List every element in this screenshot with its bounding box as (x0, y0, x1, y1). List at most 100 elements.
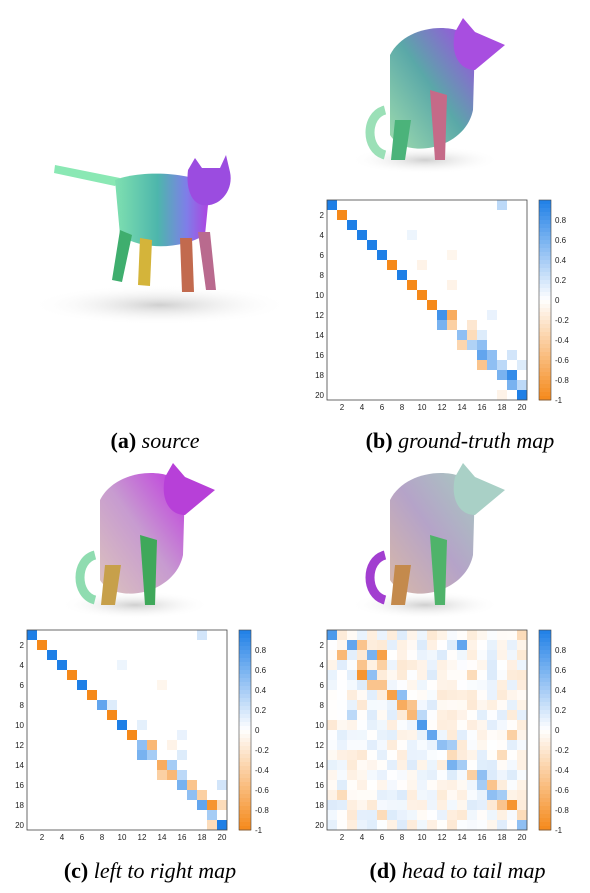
heatmap-noise-cell (357, 710, 367, 720)
colorbar-segment (539, 204, 551, 209)
heatmap-cell (497, 200, 507, 210)
colorbar-segment (539, 670, 551, 675)
heatmap-noise-cell (427, 820, 437, 830)
x-tick-label: 10 (418, 403, 427, 412)
heatmap-cell (457, 640, 467, 650)
heatmap-noise-cell (427, 690, 437, 700)
heatmap-noise-cell (377, 720, 387, 730)
heatmap-noise-cell (507, 670, 517, 680)
heatmap-noise-cell (517, 690, 527, 700)
heatmap-noise-cell (427, 740, 437, 750)
colorbar-segment (539, 284, 551, 289)
y-tick-label: 10 (315, 721, 324, 730)
heatmap-noise-cell (477, 800, 487, 810)
colorbar-segment (239, 674, 251, 679)
heatmap-noise-cell (377, 690, 387, 700)
colorbar-tick-label: -0.4 (555, 766, 569, 775)
heatmap-cell (187, 790, 197, 800)
colorbar-tick-label: -0.8 (555, 376, 569, 385)
heatmap-noise-cell (397, 630, 407, 640)
heatmap-noise-cell (337, 640, 347, 650)
colorbar-segment (539, 678, 551, 683)
heatmap-noise-cell (377, 700, 387, 710)
colorbar-segment (239, 718, 251, 723)
heatmap-cell (347, 710, 357, 720)
heatmap-noise-cell (377, 780, 387, 790)
colorbar-segment (539, 666, 551, 671)
colorbar-tick-label: -0.2 (255, 746, 269, 755)
heatmap-noise-cell (457, 690, 467, 700)
colorbar-segment (539, 364, 551, 369)
head-to-tail-heatmap: 2 4 6 8 10 12 14 16 18 20 2 4 6 8 10 12 14 16 18 20 0.8 0.6 0.… (315, 629, 569, 842)
heatmap-noise-cell (467, 640, 477, 650)
heatmap-cell (127, 730, 137, 740)
heatmap-cell (217, 800, 227, 810)
colorbar-tick-label: -1 (555, 826, 563, 835)
heatmap-cell (477, 330, 487, 340)
heatmap-noise-cell (437, 810, 447, 820)
heatmap-noise-cell (357, 690, 367, 700)
heatmap-cell (487, 360, 497, 370)
heatmap-noise-cell (507, 740, 517, 750)
colorbar-tick-label: -0.6 (555, 786, 569, 795)
y-tick-label: 2 (320, 641, 325, 650)
heatmap-noise-cell (357, 740, 367, 750)
heatmap-noise-cell (437, 680, 447, 690)
x-tick-label: 4 (360, 833, 365, 842)
heatmap-noise-cell (437, 670, 447, 680)
heatmap-noise-cell (387, 640, 397, 650)
heatmap-noise-cell (457, 740, 467, 750)
heatmap-noise-cell (497, 650, 507, 660)
x-tick-label: 4 (60, 833, 65, 842)
heatmap-noise-cell (337, 820, 347, 830)
heatmap-cell (447, 760, 457, 770)
heatmap-noise-cell (417, 750, 427, 760)
x-tick-label: 14 (158, 833, 167, 842)
heatmap-cell (477, 350, 487, 360)
heatmap-noise-cell (467, 790, 477, 800)
heatmap-noise-cell (477, 810, 487, 820)
heatmap-noise-cell (367, 730, 377, 740)
heatmap-noise-cell (507, 710, 517, 720)
heatmap-cell (407, 280, 417, 290)
heatmap-noise-cell (447, 710, 457, 720)
heatmap-noise-cell (487, 730, 497, 740)
heatmap-cell (407, 700, 417, 710)
colorbar-frame (538, 629, 552, 831)
colorbar-segment (539, 368, 551, 373)
x-tick-label: 12 (438, 833, 447, 842)
heatmap-noise-cell (397, 740, 407, 750)
heatmap-noise-cell (387, 790, 397, 800)
colorbar-segment (239, 782, 251, 787)
colorbar-tick-label: 0.6 (255, 666, 267, 675)
colorbar-tick-label: 0 (555, 726, 560, 735)
heatmap-noise-cell (427, 710, 437, 720)
heatmap-noise-cell (397, 770, 407, 780)
heatmap-cell (417, 710, 427, 720)
colorbar-tick-label: -0.8 (555, 806, 569, 815)
heatmap-noise-cell (387, 660, 397, 670)
colorbar-segment (539, 662, 551, 667)
heatmap-noise-cell (327, 810, 337, 820)
heatmap-cell (417, 260, 427, 270)
heatmap-noise-cell (497, 810, 507, 820)
y-tick-label: 12 (15, 741, 24, 750)
colorbar-tick-label: 0.6 (555, 236, 567, 245)
y-tick-label: 16 (15, 781, 24, 790)
heatmap-cell (77, 680, 87, 690)
heatmap-cell (47, 650, 57, 660)
heatmap-noise-cell (437, 700, 447, 710)
heatmap-noise-cell (467, 660, 477, 670)
heatmap-noise-cell (357, 800, 367, 810)
colorbar-segment (539, 292, 551, 297)
heatmap-noise-cell (367, 690, 377, 700)
heatmap-noise-cell (337, 800, 347, 810)
heatmap-noise-cell (457, 820, 467, 830)
heatmap-cell (187, 780, 197, 790)
colorbar-tick-label: 0 (555, 296, 560, 305)
heatmap-noise-cell (447, 700, 457, 710)
colorbar-segment (239, 814, 251, 819)
colorbar-segment (239, 734, 251, 739)
heatmap-noise-cell (427, 700, 437, 710)
heatmap-cell (397, 270, 407, 280)
